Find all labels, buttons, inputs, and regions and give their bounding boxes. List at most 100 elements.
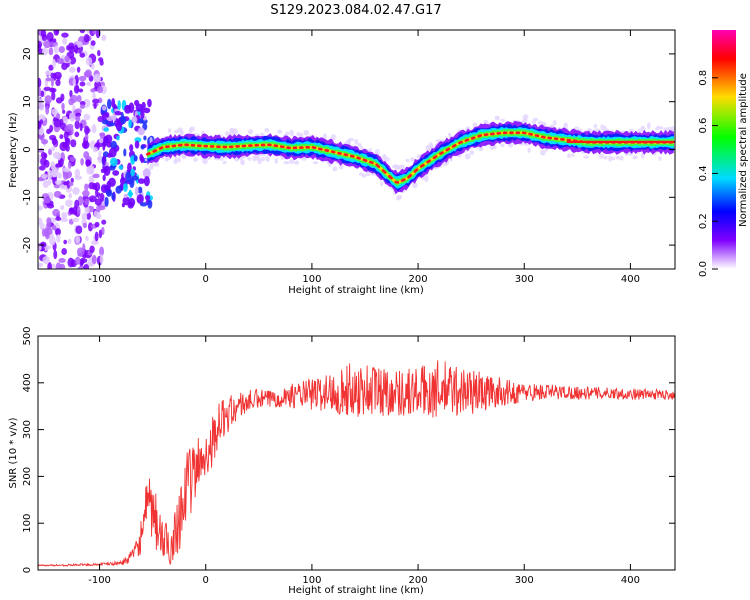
ridge-halo <box>332 166 338 172</box>
noise-speckle <box>99 59 104 66</box>
noise-speckle <box>40 90 45 98</box>
ridge-halo <box>615 155 620 160</box>
transition-blob <box>104 196 109 207</box>
noise-speckle <box>75 115 81 122</box>
noise-speckle <box>84 198 90 205</box>
noise-speckle <box>65 199 73 207</box>
noise-speckle <box>74 44 79 54</box>
ridge-halo <box>532 117 539 122</box>
ridge-halo <box>496 115 500 121</box>
ridge-band-green <box>147 128 674 187</box>
noise-speckle <box>79 81 86 87</box>
x-tick-label: -100 <box>88 575 111 586</box>
ridge-halo <box>264 127 270 133</box>
noise-speckle <box>74 175 83 180</box>
noise-speckle <box>92 92 96 100</box>
noise-speckle <box>61 62 68 71</box>
transition-blob <box>128 119 132 129</box>
transition-blob <box>101 119 110 125</box>
transition-blob <box>101 105 107 111</box>
ridge-halo <box>283 161 290 165</box>
noise-speckle <box>79 104 86 109</box>
noise-speckle <box>76 66 81 73</box>
x-tick-label: 300 <box>515 575 534 586</box>
noise-speckle <box>74 256 81 265</box>
transition-blob <box>147 199 153 209</box>
ridge-halo <box>603 155 608 160</box>
colorbar: 0.0 0.2 0.4 0.6 0.8 Normalized spectral ampl… <box>698 30 749 277</box>
transition-blob <box>143 107 151 114</box>
noise-speckle <box>46 203 55 209</box>
noise-speckle <box>70 139 77 148</box>
noise-speckle <box>72 187 80 195</box>
noise-speckle <box>101 34 107 41</box>
transition-blob <box>137 127 145 136</box>
transition-blob <box>117 100 121 111</box>
noise-speckle <box>60 217 69 223</box>
noise-speckle <box>84 69 92 78</box>
transition-blob <box>133 155 138 162</box>
colorbar-label: Normalized spectral amplitude <box>738 73 749 227</box>
transition-blob <box>116 135 120 141</box>
noise-speckle <box>98 150 102 157</box>
ridge-halo <box>322 133 328 140</box>
noise-speckle <box>81 212 88 222</box>
transition-blob <box>106 98 112 110</box>
ridge-halo <box>259 156 266 162</box>
noise-speckle <box>55 216 62 221</box>
ridge-halo <box>412 182 418 189</box>
ridge-halo <box>464 153 471 160</box>
noise-speckle <box>41 138 49 145</box>
ridge-halo <box>657 126 664 130</box>
noise-speckle <box>67 257 75 268</box>
transition-blob <box>110 157 118 167</box>
ridge-band-cyan <box>147 126 674 189</box>
x-tick-label: 200 <box>409 274 428 285</box>
noise-speckle <box>63 131 69 140</box>
noise-speckle <box>50 72 55 79</box>
noise-speckle <box>97 155 103 164</box>
top-x-axis-ticks: -100 0 100 200 300 400 <box>88 30 640 285</box>
noise-speckle <box>84 125 90 135</box>
noise-speckle <box>46 222 52 231</box>
ridge-halo <box>522 114 529 120</box>
noise-speckle <box>94 231 99 242</box>
ridge-halo <box>298 132 304 138</box>
ridge-core-red <box>407 174 412 179</box>
ridge-halo <box>177 157 181 163</box>
noise-speckle <box>51 263 56 269</box>
y-tick-label: 20 <box>22 48 33 61</box>
noise-speckle <box>43 40 52 49</box>
noise-speckle <box>51 91 56 101</box>
noise-speckle <box>64 55 70 63</box>
noise-speckle <box>51 88 57 93</box>
top-y-axis-ticks: -20 -10 0 10 20 <box>22 48 675 253</box>
ridge-halo <box>574 126 580 131</box>
bottom-panel: -100 0 100 200 300 400 0 100 200 300 400 500 Heigh… <box>8 326 676 596</box>
ridge-halo <box>220 155 224 162</box>
noise-speckle <box>87 222 93 232</box>
y-tick-label: 300 <box>22 420 33 439</box>
ridge-core-red <box>470 136 476 140</box>
ridge-halo <box>285 131 290 136</box>
noise-speckle <box>50 76 54 87</box>
ridge-halo <box>410 157 415 162</box>
ridge-halo <box>600 124 604 130</box>
noise-speckle <box>39 119 43 125</box>
noise-speckle <box>59 141 68 152</box>
noise-speckle <box>90 40 96 46</box>
ridge-halo <box>583 155 589 159</box>
ridge-halo <box>449 158 453 162</box>
ridge-halo <box>265 155 270 162</box>
noise-speckle <box>69 156 76 163</box>
ridge-halo <box>563 122 568 128</box>
ridge-halo <box>193 157 198 163</box>
ridge-halo <box>602 125 607 132</box>
ridge-halo <box>618 155 624 161</box>
y-tick-label: 200 <box>22 467 33 486</box>
noise-speckle <box>53 30 60 36</box>
noise-speckle <box>59 118 64 126</box>
transition-blob <box>114 111 122 116</box>
noise-speckle <box>53 45 59 54</box>
